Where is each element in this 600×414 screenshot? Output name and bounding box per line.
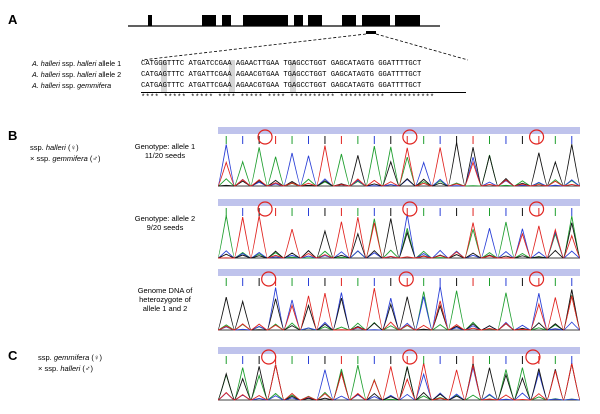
cross-b-line2: × ssp. gemmifera (♂) <box>30 154 101 163</box>
trace-channel <box>218 215 580 259</box>
chromatogram-reciprocal-cross <box>218 347 580 401</box>
trace-channel <box>218 288 580 331</box>
cross-b: ssp. halleri (♀) × ssp. gemmifera (♂) <box>30 142 100 164</box>
trace-channel <box>218 142 580 187</box>
genotype-label-1: Genotype: allele 1 11/20 seeds <box>134 142 196 160</box>
exon-block <box>395 15 420 26</box>
trace-channel <box>218 146 580 187</box>
base-call-bar <box>218 269 580 276</box>
exon-block <box>148 15 152 26</box>
snp-circle <box>528 129 545 145</box>
cross-c-line1: ssp. gemmifera (♀) <box>38 353 102 362</box>
exon-block <box>222 15 231 26</box>
alignment-underline <box>141 92 466 93</box>
trace-channel <box>218 215 580 259</box>
cross-c: ssp. gemmifera (♀) × ssp. halleri (♂) <box>38 352 102 374</box>
trace-channel <box>218 218 580 259</box>
alignment-label-3: A. halleri ssp. gemmifera <box>32 81 112 90</box>
snp-circle <box>528 201 545 217</box>
snp-circle <box>257 201 273 217</box>
trace-channel <box>218 144 580 187</box>
zoom-region <box>366 31 376 34</box>
trace-channel <box>218 286 580 331</box>
genotype-label-2: Genotype: allele 2 9/20 seeds <box>134 214 196 232</box>
alignment-label-2: A. halleri ssp. halleri allele 2 <box>32 70 122 79</box>
panel-label-a: A <box>8 12 18 27</box>
snp-circle <box>261 349 277 365</box>
trace-channel <box>218 362 580 401</box>
chromatogram-allele-1 <box>218 127 580 187</box>
alignment-seq-3: CATGAGTTTC ATGATTCGAA AGAACGTGAA TGAGCCT… <box>141 82 422 90</box>
gene-model <box>128 15 469 61</box>
snp-circle <box>398 271 414 287</box>
trace-channel <box>218 289 580 331</box>
snp-circle <box>525 349 541 365</box>
cross-b-line1: ssp. halleri (♀) <box>30 143 79 152</box>
base-call-bar <box>218 199 580 206</box>
panel-label-b: B <box>8 128 18 143</box>
exon-block <box>202 15 216 26</box>
snp-circle <box>261 271 277 287</box>
chromatogram-allele-2 <box>218 199 580 259</box>
exon-block <box>342 15 356 26</box>
exon-block <box>362 15 390 26</box>
snp-circle <box>402 201 418 217</box>
exon-block <box>243 15 288 26</box>
panel-label-c: C <box>8 348 18 363</box>
snp-circle <box>257 129 273 145</box>
trace-channel <box>218 290 580 331</box>
snp-circle <box>402 129 418 145</box>
base-call-bar <box>218 127 580 134</box>
exon-block <box>308 15 322 26</box>
exon-block <box>294 15 303 26</box>
cross-c-line2: × ssp. halleri (♂) <box>38 364 94 373</box>
chromatogram-heterozygote <box>218 269 580 331</box>
variant-highlight-1 <box>161 60 167 92</box>
zoom-line-right <box>375 33 469 61</box>
zoom-line-left <box>141 33 367 61</box>
trace-channel <box>218 145 580 187</box>
trace-channel <box>218 214 580 259</box>
alignment-seq-2: CATGAGTTTC ATGATTCGAA AGAACGTGAA TGAGCCT… <box>141 71 422 79</box>
base-call-bar <box>218 347 580 354</box>
alignment-consensus: **** ***** ***** **** ***** **** *******… <box>141 94 435 102</box>
variant-highlight-3 <box>290 60 296 92</box>
genotype-label-3: Genome DNA of heterozygote of allele 1 and… <box>137 286 193 313</box>
snp-circle <box>528 271 545 287</box>
alignment-seq-1: CATGGGTTTC ATGATCCGAA AGAACTTGAA TGAGCCT… <box>141 60 422 68</box>
alignment-label-1: A. halleri ssp. halleri allele 1 <box>32 59 122 68</box>
variant-highlight-2 <box>229 60 235 92</box>
trace-channel <box>218 364 580 401</box>
snp-circle <box>402 349 418 365</box>
